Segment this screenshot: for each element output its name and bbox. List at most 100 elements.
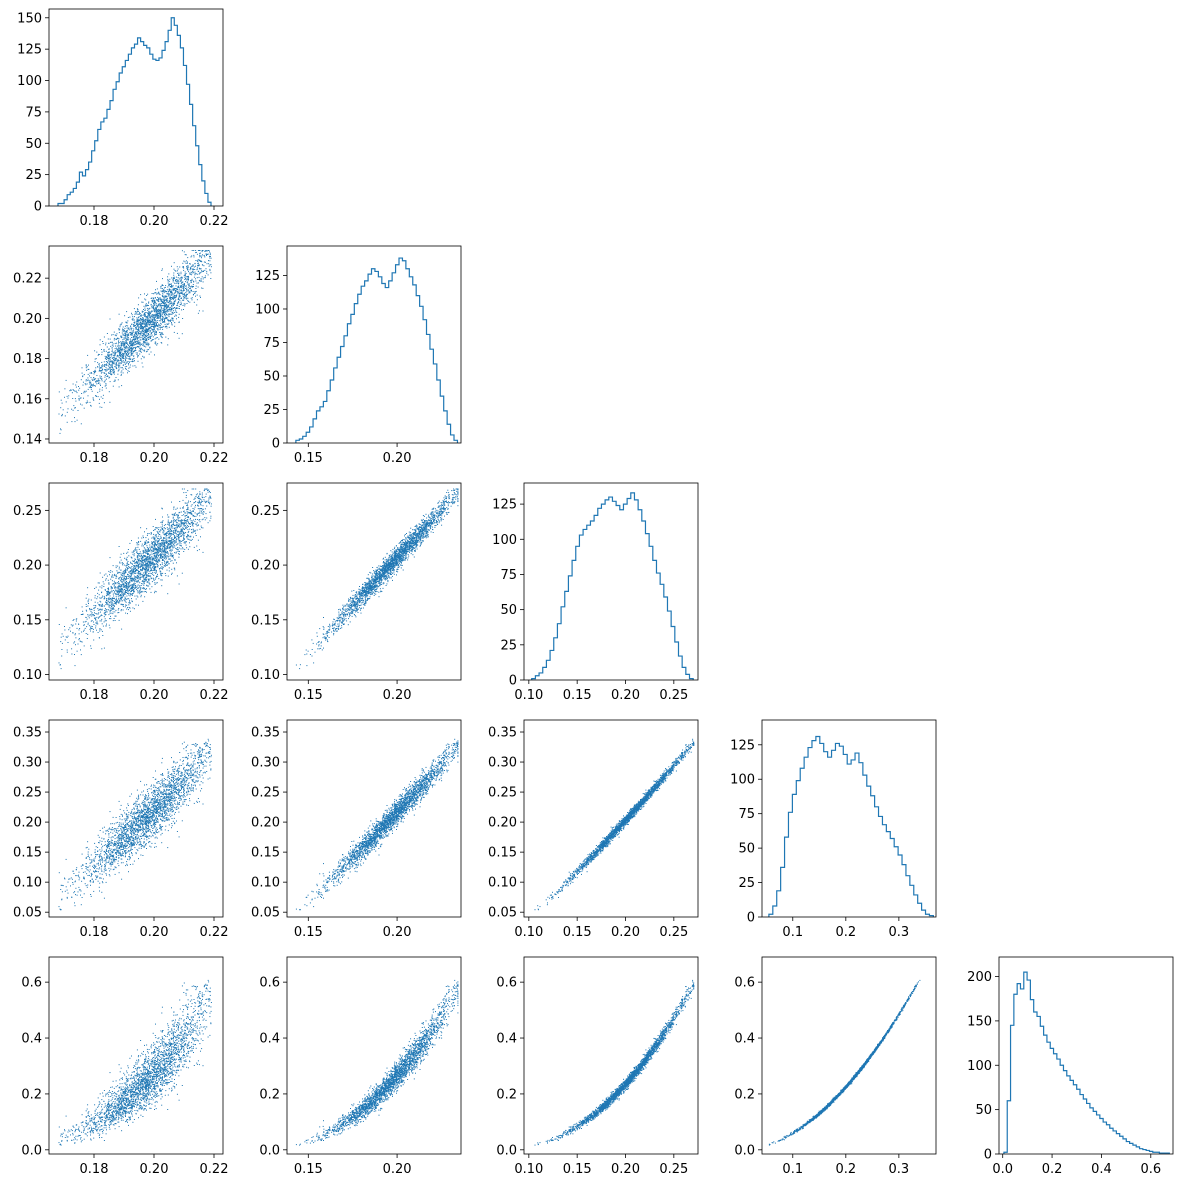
scatter-point: [114, 618, 115, 619]
scatter-point: [139, 582, 140, 583]
scatter-point: [129, 347, 130, 348]
scatter-point: [127, 338, 128, 339]
scatter-point: [126, 354, 127, 355]
x-tick-label: 0.20: [140, 451, 169, 466]
scatter-point: [113, 608, 114, 609]
scatter-point: [169, 307, 170, 308]
scatter-point: [154, 549, 155, 550]
scatter-point: [139, 336, 140, 337]
scatter-point: [155, 338, 156, 339]
scatter-point: [67, 650, 68, 651]
scatter-point: [174, 269, 175, 270]
scatter-point: [118, 367, 119, 368]
scatter-point: [103, 626, 104, 627]
scatter-point: [178, 308, 179, 309]
scatter-point: [127, 336, 128, 337]
scatter-point: [177, 273, 178, 274]
scatter-point: [150, 331, 151, 332]
scatter-point: [173, 275, 174, 276]
scatter-point: [123, 572, 124, 573]
scatter-point: [167, 593, 168, 594]
scatter-point: [170, 553, 171, 554]
scatter-point: [181, 309, 182, 310]
scatter-point: [175, 542, 176, 543]
scatter-point: [186, 263, 187, 264]
scatter-point: [173, 524, 174, 525]
scatter-point: [134, 316, 135, 317]
scatter-point: [180, 526, 181, 527]
scatter-point: [147, 308, 148, 309]
scatter-point: [126, 325, 127, 326]
scatter-point: [195, 512, 196, 513]
scatter-point: [149, 319, 150, 320]
scatter-point: [66, 380, 67, 381]
scatter-point: [145, 548, 146, 549]
scatter-point: [112, 584, 113, 585]
scatter-point: [161, 324, 162, 325]
scatter-point: [125, 351, 126, 352]
scatter-point: [129, 317, 130, 318]
scatter-point: [99, 399, 100, 400]
scatter-point: [109, 618, 110, 619]
scatter-point: [172, 279, 173, 280]
scatter-point: [95, 618, 96, 619]
scatter-point: [179, 314, 180, 315]
scatter-point: [129, 356, 130, 357]
x-tick-label: 0.18: [80, 214, 109, 229]
scatter-point: [118, 345, 119, 346]
scatter-point: [149, 327, 150, 328]
scatter-point: [210, 497, 211, 498]
scatter-point: [156, 311, 157, 312]
scatter-point: [140, 566, 141, 567]
scatter-point: [132, 585, 133, 586]
scatter-point: [94, 378, 95, 379]
scatter-point: [195, 501, 196, 502]
scatter-point: [88, 395, 89, 396]
scatter-point: [133, 554, 134, 555]
scatter-point: [192, 524, 193, 525]
scatter-point: [76, 382, 77, 383]
scatter-point: [134, 551, 135, 552]
scatter-point: [142, 335, 143, 336]
scatter-point: [128, 363, 129, 364]
scatter-point: [123, 610, 124, 611]
scatter-point: [109, 606, 110, 607]
scatter-point: [166, 295, 167, 296]
scatter-point: [132, 343, 133, 344]
scatter-point: [179, 545, 180, 546]
scatter-point: [61, 429, 62, 430]
scatter-point: [181, 287, 182, 288]
scatter-point: [90, 402, 91, 403]
scatter-point: [134, 337, 135, 338]
scatter-point: [102, 380, 103, 381]
scatter-point: [150, 576, 151, 577]
scatter-point: [120, 572, 121, 573]
scatter-point: [138, 581, 139, 582]
scatter-point: [180, 533, 181, 534]
scatter-point: [178, 280, 179, 281]
scatter-point: [115, 620, 116, 621]
scatter-point: [153, 562, 154, 563]
scatter-point: [151, 538, 152, 539]
scatter-point: [105, 589, 106, 590]
scatter-point: [183, 532, 184, 533]
scatter-point: [130, 571, 131, 572]
scatter-point: [164, 542, 165, 543]
scatter-point: [201, 513, 202, 514]
scatter-point: [112, 608, 113, 609]
scatter-point: [94, 385, 95, 386]
scatter-point: [78, 410, 79, 411]
scatter-point: [144, 335, 145, 336]
scatter-point: [99, 594, 100, 595]
scatter-point: [176, 562, 177, 563]
scatter-point: [148, 575, 149, 576]
scatter-point: [126, 609, 127, 610]
scatter-point: [102, 597, 103, 598]
scatter-point: [118, 348, 119, 349]
scatter-point: [145, 331, 146, 332]
scatter-point: [115, 610, 116, 611]
scatter-point: [199, 519, 200, 520]
scatter-point: [149, 322, 150, 323]
scatter-point: [81, 397, 82, 398]
scatter-point: [104, 648, 105, 649]
